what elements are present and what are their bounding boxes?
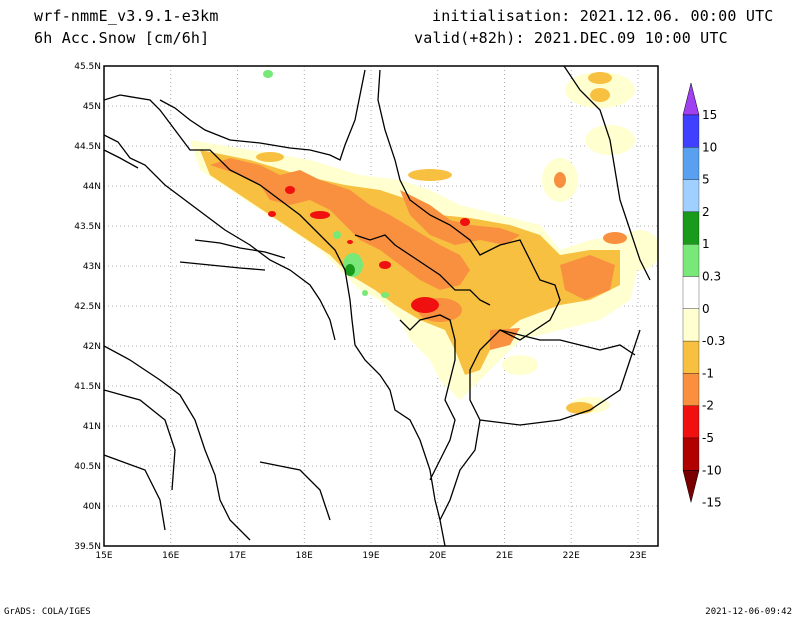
colorbar-label: -5 (702, 431, 714, 445)
colorbar-segment (682, 114, 700, 148)
lon-tick-label: 19E (362, 551, 379, 561)
lat-tick-label: 43.5N (74, 222, 101, 232)
lon-tick-label: 18E (296, 551, 313, 561)
lat-tick-label: 42.5N (74, 302, 101, 312)
colorbar-label: -0.3 (702, 334, 725, 348)
colorbar-segment (682, 211, 700, 245)
colorbar-segment (682, 340, 700, 374)
colorbar-label: -2 (702, 399, 714, 413)
map-frame (103, 65, 659, 547)
colorbar: 15 10 5 2 1 0.3 0 -0.3 -1 -2 -5 -10 -15 (682, 82, 725, 510)
lat-tick-label: 43N (83, 262, 101, 272)
colorbar-label: 5 (702, 173, 710, 187)
model-title: wrf-nmmE_v3.9.1-e3km (34, 7, 219, 25)
lat-tick-label: 45N (83, 102, 101, 112)
lon-tick-label: 23E (629, 551, 646, 561)
colorbar-label: 1 (702, 237, 710, 251)
latitude-labels: 45.5N 45N 44.5N 44N 43.5N 43N 42.5N 42N 41.5N 41N… (74, 62, 101, 552)
colorbar-label: 2 (702, 205, 710, 219)
lat-tick-label: 40.5N (74, 462, 101, 472)
initialisation-time: initialisation: 2021.12.06. 00:00 UTC (432, 7, 774, 25)
lat-tick-label: 44N (83, 182, 101, 192)
colorbar-segment (682, 276, 700, 309)
colorbar-label: -10 (702, 463, 722, 477)
lon-tick-label: 16E (162, 551, 179, 561)
colorbar-label: 0.3 (702, 270, 721, 284)
lat-tick-label: 42N (83, 342, 101, 352)
colorbar-segment (682, 308, 700, 342)
colorbar-segment (682, 373, 700, 406)
colorbar-segment (682, 179, 700, 213)
colorbar-label: -1 (702, 366, 714, 380)
coastlines-borders (104, 66, 651, 546)
lon-tick-label: 22E (563, 551, 580, 561)
lon-tick-label: 21E (496, 551, 513, 561)
colorbar-label: -15 (702, 496, 722, 510)
lat-tick-label: 40N (83, 502, 101, 512)
colorbar-segment (682, 147, 700, 180)
colorbar-top-arrow (682, 82, 700, 116)
timestamp: 2021-12-06-09:42 (705, 607, 792, 617)
longitude-labels: 15E 16E 17E 18E 19E 20E 21E 22E 23E (95, 551, 646, 561)
lat-tick-label: 39.5N (74, 542, 101, 552)
snow-field (190, 70, 658, 414)
lon-tick-label: 17E (229, 551, 246, 561)
colorbar-segment (682, 437, 700, 471)
colorbar-segment (682, 244, 700, 277)
colorbar-bottom-arrow (682, 470, 700, 503)
lat-tick-label: 41N (83, 422, 101, 432)
colorbar-label: 10 (702, 140, 717, 154)
variable-title: 6h Acc.Snow [cm/6h] (34, 29, 210, 47)
lat-tick-label: 41.5N (74, 382, 101, 392)
colorbar-segment (682, 405, 700, 439)
colorbar-label: 15 (702, 108, 717, 122)
grads-credit: GrADS: COLA/IGES (4, 607, 91, 617)
lat-tick-label: 44.5N (74, 142, 101, 152)
lon-tick-label: 15E (95, 551, 112, 561)
valid-time: valid(+82h): 2021.DEC.09 10:00 UTC (414, 29, 728, 47)
lon-tick-label: 20E (429, 551, 446, 561)
lat-tick-label: 45.5N (74, 62, 101, 72)
colorbar-label: 0 (702, 302, 710, 316)
